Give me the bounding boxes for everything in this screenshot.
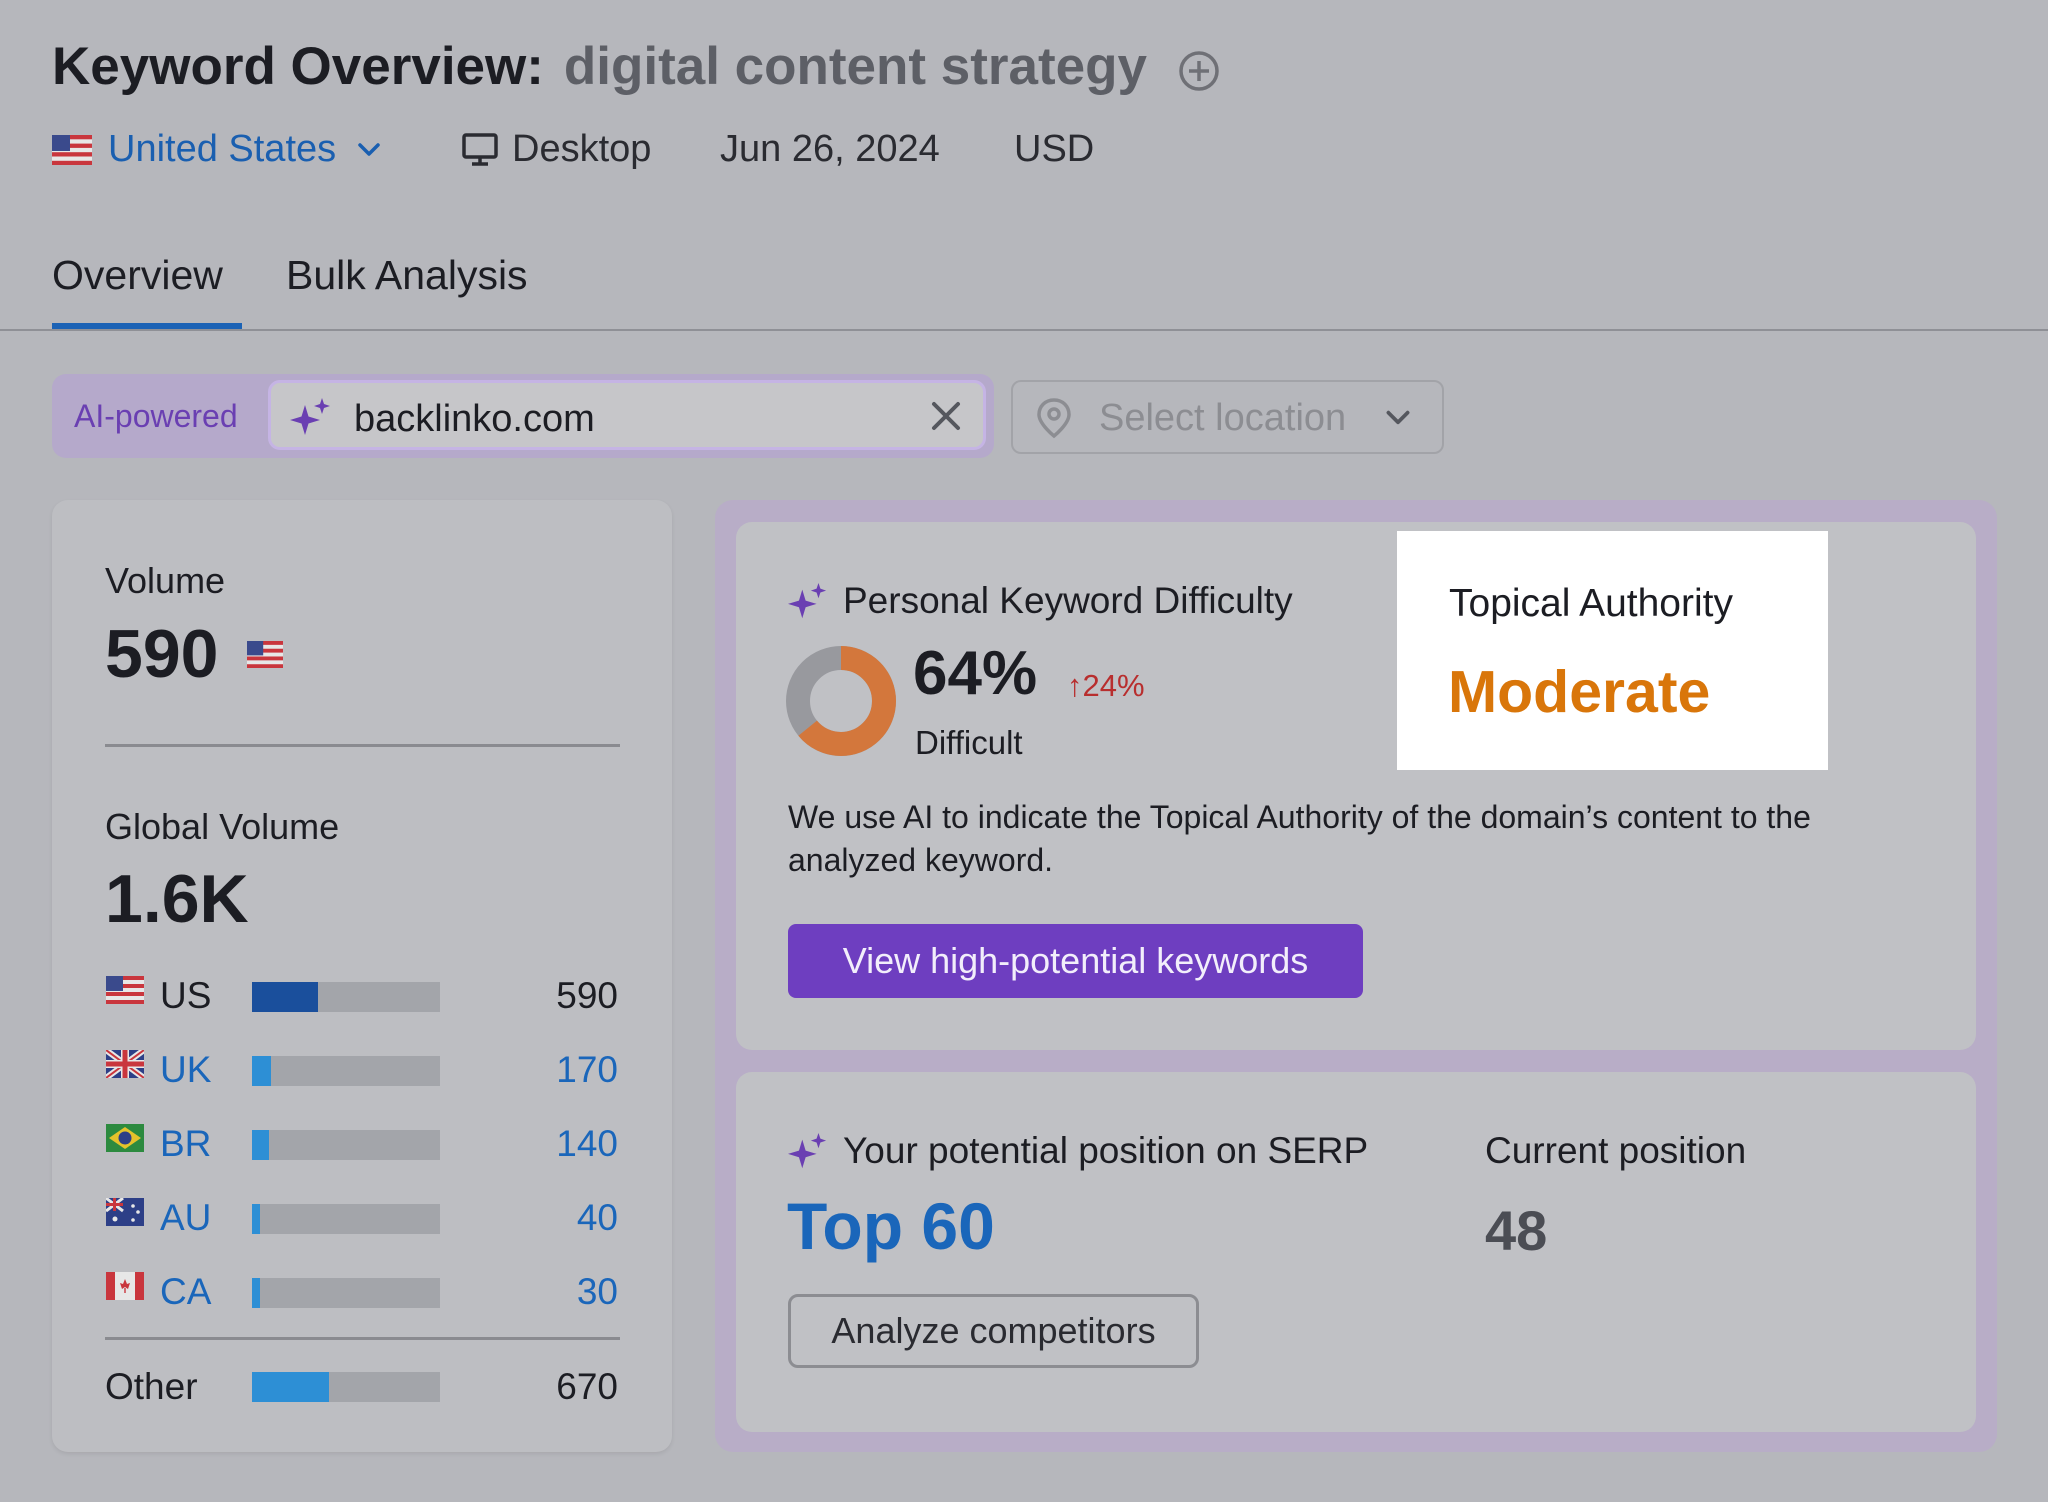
- location-select[interactable]: [1011, 380, 1444, 454]
- difficulty-donut: [786, 646, 896, 756]
- chevron-down-icon: [1386, 410, 1410, 425]
- database-date: Jun 26, 2024: [720, 128, 940, 170]
- other-label: Other: [105, 1366, 198, 1407]
- pkd-level: Difficult: [915, 724, 1023, 761]
- serp-potential-value: Top 60: [787, 1189, 995, 1263]
- global-volume-label: Global Volume: [105, 806, 340, 847]
- uk-flag-icon: [106, 1050, 144, 1078]
- desktop-icon: [462, 132, 498, 166]
- domain-input[interactable]: [268, 380, 986, 450]
- ai-sparkle-icon: [788, 582, 827, 619]
- chevron-down-icon: [358, 142, 380, 156]
- add-keyword-icon[interactable]: [1178, 50, 1220, 92]
- topical-authority-value: Moderate: [1448, 659, 1711, 725]
- keyword-text: digital content strategy: [563, 37, 1147, 96]
- ai-sparkle-icon: [788, 1132, 827, 1169]
- tab-bulk-analysis[interactable]: Bulk Analysis: [286, 252, 528, 298]
- active-tab-indicator: [52, 323, 242, 330]
- pkd-value: 64%: [913, 639, 1038, 708]
- volume-other-divider: [105, 1337, 620, 1340]
- ai-powered-label: AI-powered: [74, 398, 238, 434]
- page-title-label: Keyword Overview:: [52, 37, 544, 96]
- volume-value-au[interactable]: 40: [576, 1197, 618, 1238]
- volume-bar-us: [252, 982, 440, 1012]
- volume-value-uk[interactable]: 170: [556, 1049, 618, 1090]
- arrow-up-icon: ↑: [1067, 668, 1083, 703]
- volume-bar-br: [252, 1130, 440, 1160]
- ca-flag-icon: [106, 1272, 144, 1300]
- volume-bar-other: [252, 1372, 440, 1402]
- tab-overview[interactable]: Overview: [52, 252, 223, 298]
- volume-bar-au: [252, 1204, 440, 1234]
- us-flag-icon: [247, 641, 283, 668]
- volume-value-br[interactable]: 140: [556, 1123, 618, 1164]
- volume-divider: [105, 744, 620, 747]
- pkd-description: We use AI to indicate the Topical Author…: [788, 799, 1811, 878]
- other-value: 670: [556, 1366, 618, 1407]
- country-label: United States: [108, 128, 337, 170]
- serp-position-card: [736, 1072, 1976, 1432]
- us-flag-icon: [52, 134, 92, 165]
- country-code-us: US: [160, 975, 212, 1016]
- pkd-delta: ↑24%: [1067, 668, 1145, 704]
- volume-bar-uk: [252, 1056, 440, 1086]
- domain-input-value: backlinko.com: [354, 398, 595, 440]
- country-code-br[interactable]: BR: [160, 1123, 212, 1164]
- current-position-label: Current position: [1485, 1130, 1747, 1171]
- view-keywords-button[interactable]: View high-potential keywords: [788, 924, 1363, 998]
- country-code-ca[interactable]: CA: [160, 1271, 212, 1312]
- country-code-au[interactable]: AU: [160, 1197, 212, 1238]
- au-flag-icon: [106, 1198, 144, 1226]
- country-code-uk[interactable]: UK: [160, 1049, 212, 1090]
- topical-authority-title: Topical Authority: [1449, 582, 1733, 625]
- volume-bar-ca: [252, 1278, 440, 1308]
- pkd-delta-value: 24%: [1082, 668, 1145, 703]
- location-pin-icon: [1037, 398, 1071, 439]
- volume-value: 590: [105, 616, 219, 692]
- br-flag-icon: [106, 1124, 144, 1152]
- serp-title: Your potential position on SERP: [843, 1130, 1369, 1171]
- pkd-title: Personal Keyword Difficulty: [843, 580, 1293, 621]
- us-flag-icon: [106, 976, 144, 1004]
- global-volume-value: 1.6K: [105, 861, 249, 937]
- device-indicator: Desktop: [460, 128, 651, 171]
- topical-authority-box: [1397, 531, 1828, 770]
- country-selector[interactable]: United States: [52, 128, 384, 171]
- page-title: Keyword Overview: digital content strateg…: [52, 36, 1147, 97]
- clear-icon[interactable]: [928, 398, 964, 434]
- volume-value-ca[interactable]: 30: [576, 1271, 618, 1312]
- tabs-divider: [0, 329, 2048, 331]
- current-position-value: 48: [1485, 1199, 1548, 1262]
- volume-value-us: 590: [556, 975, 618, 1016]
- volume-label: Volume: [105, 560, 226, 601]
- ai-sparkle-icon: [290, 398, 330, 435]
- device-label: Desktop: [512, 128, 652, 170]
- location-placeholder: Select location: [1099, 397, 1347, 439]
- analyze-competitors-button[interactable]: Analyze competitors: [788, 1294, 1199, 1368]
- currency-label: USD: [1014, 128, 1095, 170]
